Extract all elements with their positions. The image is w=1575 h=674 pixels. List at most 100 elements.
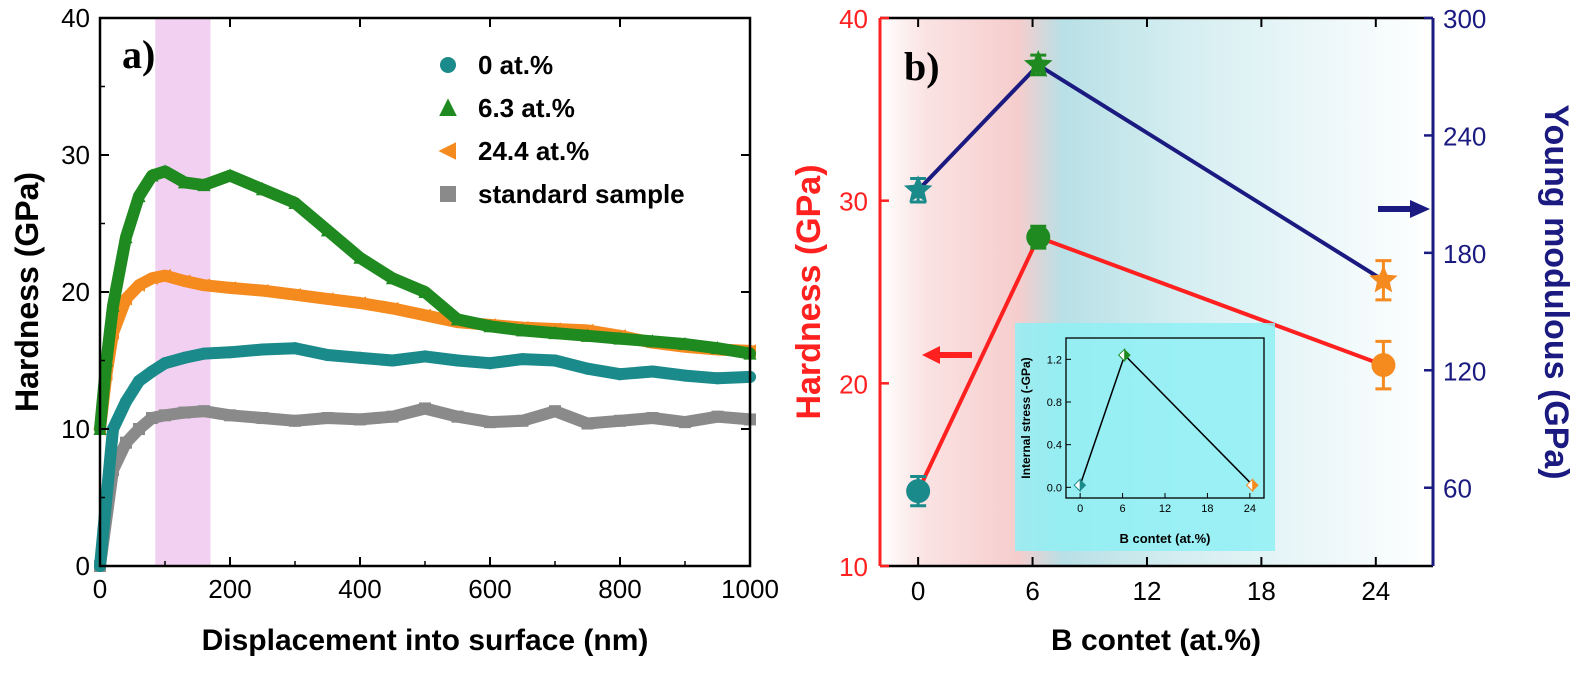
data-point [178, 351, 191, 364]
x-tick-label: 0 [93, 574, 107, 604]
panel-b-ylabel-left: Hardness (GPa) [790, 164, 828, 419]
legend: 0 at.% 6.3 at.% 24.4 at.% standard sample [438, 50, 685, 209]
data-point [224, 346, 236, 359]
highlight-band [155, 18, 211, 566]
data-point [223, 168, 237, 182]
y-left-tick-label: 20 [839, 369, 868, 399]
series-band [94, 165, 756, 435]
data-point [646, 365, 659, 378]
series-standard-sample [94, 402, 756, 572]
data-point [679, 369, 691, 382]
data-point [418, 284, 432, 298]
y-tick-label: 10 [61, 414, 90, 444]
data-point [1369, 265, 1398, 293]
inset-x-tick-label: 12 [1159, 503, 1171, 515]
data-point [178, 406, 191, 419]
data-point [1024, 50, 1053, 78]
inset-y-tick-label: 0.8 [1047, 397, 1062, 409]
y-tick-label: 0 [76, 551, 90, 581]
inset-x-tick-label: 24 [1244, 503, 1256, 515]
y-left-tick-label: 10 [839, 552, 868, 582]
series-0-at- [94, 342, 756, 572]
data-point [321, 412, 334, 425]
data-point [906, 479, 931, 504]
data-point [107, 423, 119, 435]
inset-ylabel: Internal stress (-GPa) [1019, 357, 1033, 478]
data-point [1371, 353, 1396, 378]
data-point [133, 375, 145, 388]
inset-y-tick-label: 0.0 [1047, 482, 1062, 494]
data-point [711, 372, 724, 385]
y-right-tick-label: 180 [1443, 239, 1486, 269]
legend-label: 6.3 at.% [478, 93, 575, 123]
inset-y-tick-label: 0.4 [1047, 440, 1062, 452]
data-point [614, 368, 626, 381]
data-point [255, 182, 270, 196]
data-point [516, 353, 529, 366]
x-tick-label: 400 [338, 574, 381, 604]
data-point [118, 292, 132, 306]
data-point [581, 362, 594, 375]
data-point [255, 284, 269, 298]
data-point [145, 168, 159, 182]
y-left-tick-label: 30 [839, 187, 868, 217]
inset-series [1073, 347, 1259, 493]
data-point [131, 278, 145, 292]
data-point [287, 288, 301, 302]
left-axis-arrow [922, 346, 972, 364]
data-point [679, 416, 691, 429]
x-tick-label: 1000 [721, 574, 779, 604]
data-point [419, 350, 431, 363]
data-point [106, 298, 120, 312]
data-point [386, 354, 399, 367]
legend-marker [440, 57, 456, 73]
inset-ticks: 0 6 12 18 24 0.0 0.4 0.8 1.2 [1047, 354, 1256, 515]
data-point [158, 164, 172, 178]
data-point [419, 402, 431, 415]
data-point [256, 343, 269, 356]
panel-b-xlabel: B contet (at.%) [1051, 624, 1261, 657]
panel-b-series [903, 50, 1398, 508]
data-point [177, 274, 191, 288]
x-tick-label: 24 [1361, 576, 1390, 606]
legend-marker [440, 186, 456, 202]
data-point [903, 175, 933, 203]
inset-data-point-right [1080, 479, 1087, 492]
panel-b-ylabel-right: Young modulous (GPa) [1537, 104, 1575, 479]
x-tick-label: 200 [208, 574, 251, 604]
y-tick-label: 20 [61, 277, 90, 307]
y-tick-label: 30 [61, 140, 90, 170]
data-point [710, 340, 725, 355]
data-point [354, 351, 366, 364]
data-point [581, 417, 594, 430]
legend-marker [438, 142, 456, 160]
data-point [483, 319, 497, 333]
data-point [159, 409, 171, 422]
data-point [159, 357, 171, 370]
data-point [198, 347, 210, 360]
x-tick-label: 6 [1025, 576, 1039, 606]
panel-a-ylabel: Hardness (GPa) [9, 172, 45, 412]
right-axis-arrow [1378, 200, 1430, 218]
x-tick-label: 0 [911, 576, 925, 606]
legend-marker [439, 98, 457, 116]
data-point [120, 436, 132, 449]
data-point [196, 278, 210, 292]
data-point [321, 349, 334, 362]
legend-label: 0 at.% [478, 50, 553, 80]
series-hardness [906, 224, 1396, 508]
panel-a-ticks: 0 200 400 600 800 1000 0 10 20 30 40 [61, 3, 779, 604]
y-right-tick-label: 300 [1443, 4, 1486, 34]
data-point [386, 410, 399, 423]
inset-data-point-right [1252, 479, 1259, 492]
data-point [516, 414, 529, 427]
data-point [197, 177, 211, 192]
x-tick-label: 18 [1247, 576, 1276, 606]
data-point [678, 336, 692, 351]
data-point [385, 301, 399, 316]
panel-a-series [92, 164, 757, 572]
data-point [132, 188, 146, 203]
